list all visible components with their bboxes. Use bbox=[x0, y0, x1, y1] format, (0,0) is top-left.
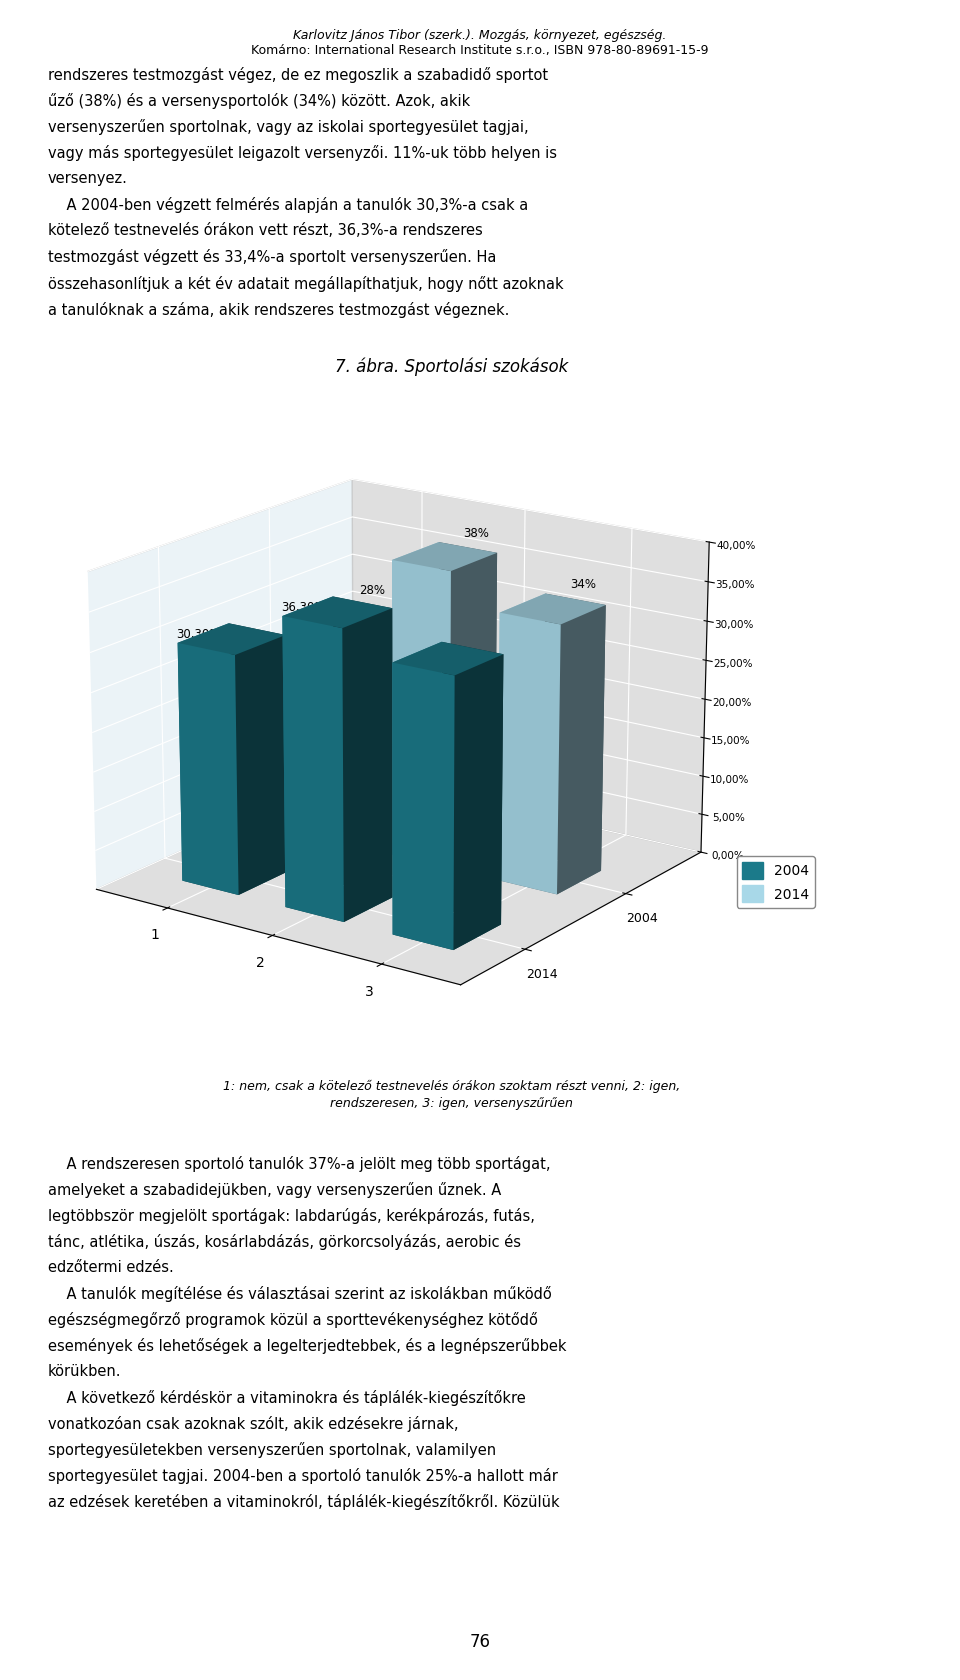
Text: edzőtermi edzés.: edzőtermi edzés. bbox=[48, 1260, 174, 1275]
Text: egészségmegőrző programok közül a sporttevékenységhez kötődő: egészségmegőrző programok közül a sportt… bbox=[48, 1312, 538, 1329]
Text: A rendszeresen sportoló tanulók 37%-a jelölt meg több sportágat,: A rendszeresen sportoló tanulók 37%-a je… bbox=[48, 1156, 550, 1173]
Text: A tanulók megítélése és választásai szerint az iskolákban működő: A tanulók megítélése és választásai szer… bbox=[48, 1287, 552, 1302]
Text: űző (38%) és a versenysportolók (34%) között. Azok, akik: űző (38%) és a versenysportolók (34%) kö… bbox=[48, 92, 470, 109]
Text: vonatkozóan csak azoknak szólt, akik edzésekre járnak,: vonatkozóan csak azoknak szólt, akik edz… bbox=[48, 1416, 459, 1433]
Text: 1: nem, csak a kötelező testnevelés órákon szoktam részt venni, 2: igen,
rendsze: 1: nem, csak a kötelező testnevelés órák… bbox=[223, 1080, 680, 1110]
Legend: 2004, 2014: 2004, 2014 bbox=[736, 857, 815, 907]
Text: tánc, atlétika, úszás, kosárlabdázás, görkorcsolyázás, aerobic és: tánc, atlétika, úszás, kosárlabdázás, gö… bbox=[48, 1233, 521, 1250]
Text: sportegyesületekben versenyszerűen sportolnak, valamilyen: sportegyesületekben versenyszerűen sport… bbox=[48, 1441, 496, 1458]
Text: körükben.: körükben. bbox=[48, 1364, 122, 1379]
Text: A következő kérdéskör a vitaminokra és táplálék-kiegészítőkre: A következő kérdéskör a vitaminokra és t… bbox=[48, 1391, 526, 1406]
Text: Karlovitz János Tibor (szerk.). Mozgás, környezet, egészség.: Karlovitz János Tibor (szerk.). Mozgás, … bbox=[294, 29, 666, 42]
Text: versenyez.: versenyez. bbox=[48, 171, 128, 186]
Text: vagy más sportegyesület leigazolt versenyzői. 11%-uk több helyen is: vagy más sportegyesület leigazolt versen… bbox=[48, 144, 557, 161]
Text: versenyszerűen sportolnak, vagy az iskolai sportegyesület tagjai,: versenyszerűen sportolnak, vagy az iskol… bbox=[48, 119, 529, 134]
Text: legtöbbször megjelölt sportágak: labdarúgás, kerékpározás, futás,: legtöbbször megjelölt sportágak: labdarú… bbox=[48, 1208, 535, 1225]
Text: 7. ábra. Sportolási szokások: 7. ábra. Sportolási szokások bbox=[335, 358, 567, 376]
Text: a tanulóknak a száma, akik rendszeres testmozgást végeznek.: a tanulóknak a száma, akik rendszeres te… bbox=[48, 301, 510, 318]
Text: rendszeres testmozgást végez, de ez megoszlik a szabadidő sportot: rendszeres testmozgást végez, de ez mego… bbox=[48, 67, 548, 84]
Text: kötelező testnevelés órákon vett részt, 36,3%-a rendszeres: kötelező testnevelés órákon vett részt, … bbox=[48, 223, 483, 239]
Text: események és lehetőségek a legelterjedtebbek, és a legnépszerűbbek: események és lehetőségek a legelterjedte… bbox=[48, 1337, 566, 1354]
Text: testmozgást végzett és 33,4%-a sportolt versenyszerűen. Ha: testmozgást végzett és 33,4%-a sportolt … bbox=[48, 249, 496, 265]
Text: amelyeket a szabadidejükben, vagy versenyszerűen űznek. A: amelyeket a szabadidejükben, vagy versen… bbox=[48, 1183, 501, 1198]
Text: összehasonlítjuk a két év adatait megállapíthatjuk, hogy nőtt azoknak: összehasonlítjuk a két év adatait megáll… bbox=[48, 276, 564, 292]
Text: Komárno: International Research Institute s.r.o., ISBN 978-80-89691-15-9: Komárno: International Research Institut… bbox=[252, 44, 708, 57]
Text: sportegyesület tagjai. 2004-ben a sportoló tanulók 25%-a hallott már: sportegyesület tagjai. 2004-ben a sporto… bbox=[48, 1468, 558, 1485]
Text: 76: 76 bbox=[469, 1633, 491, 1651]
Text: A 2004-ben végzett felmérés alapján a tanulók 30,3%-a csak a: A 2004-ben végzett felmérés alapján a ta… bbox=[48, 197, 528, 213]
Text: az edzések keretében a vitaminokról, táplálék-kiegészítőkről. Közülük: az edzések keretében a vitaminokról, táp… bbox=[48, 1495, 560, 1510]
